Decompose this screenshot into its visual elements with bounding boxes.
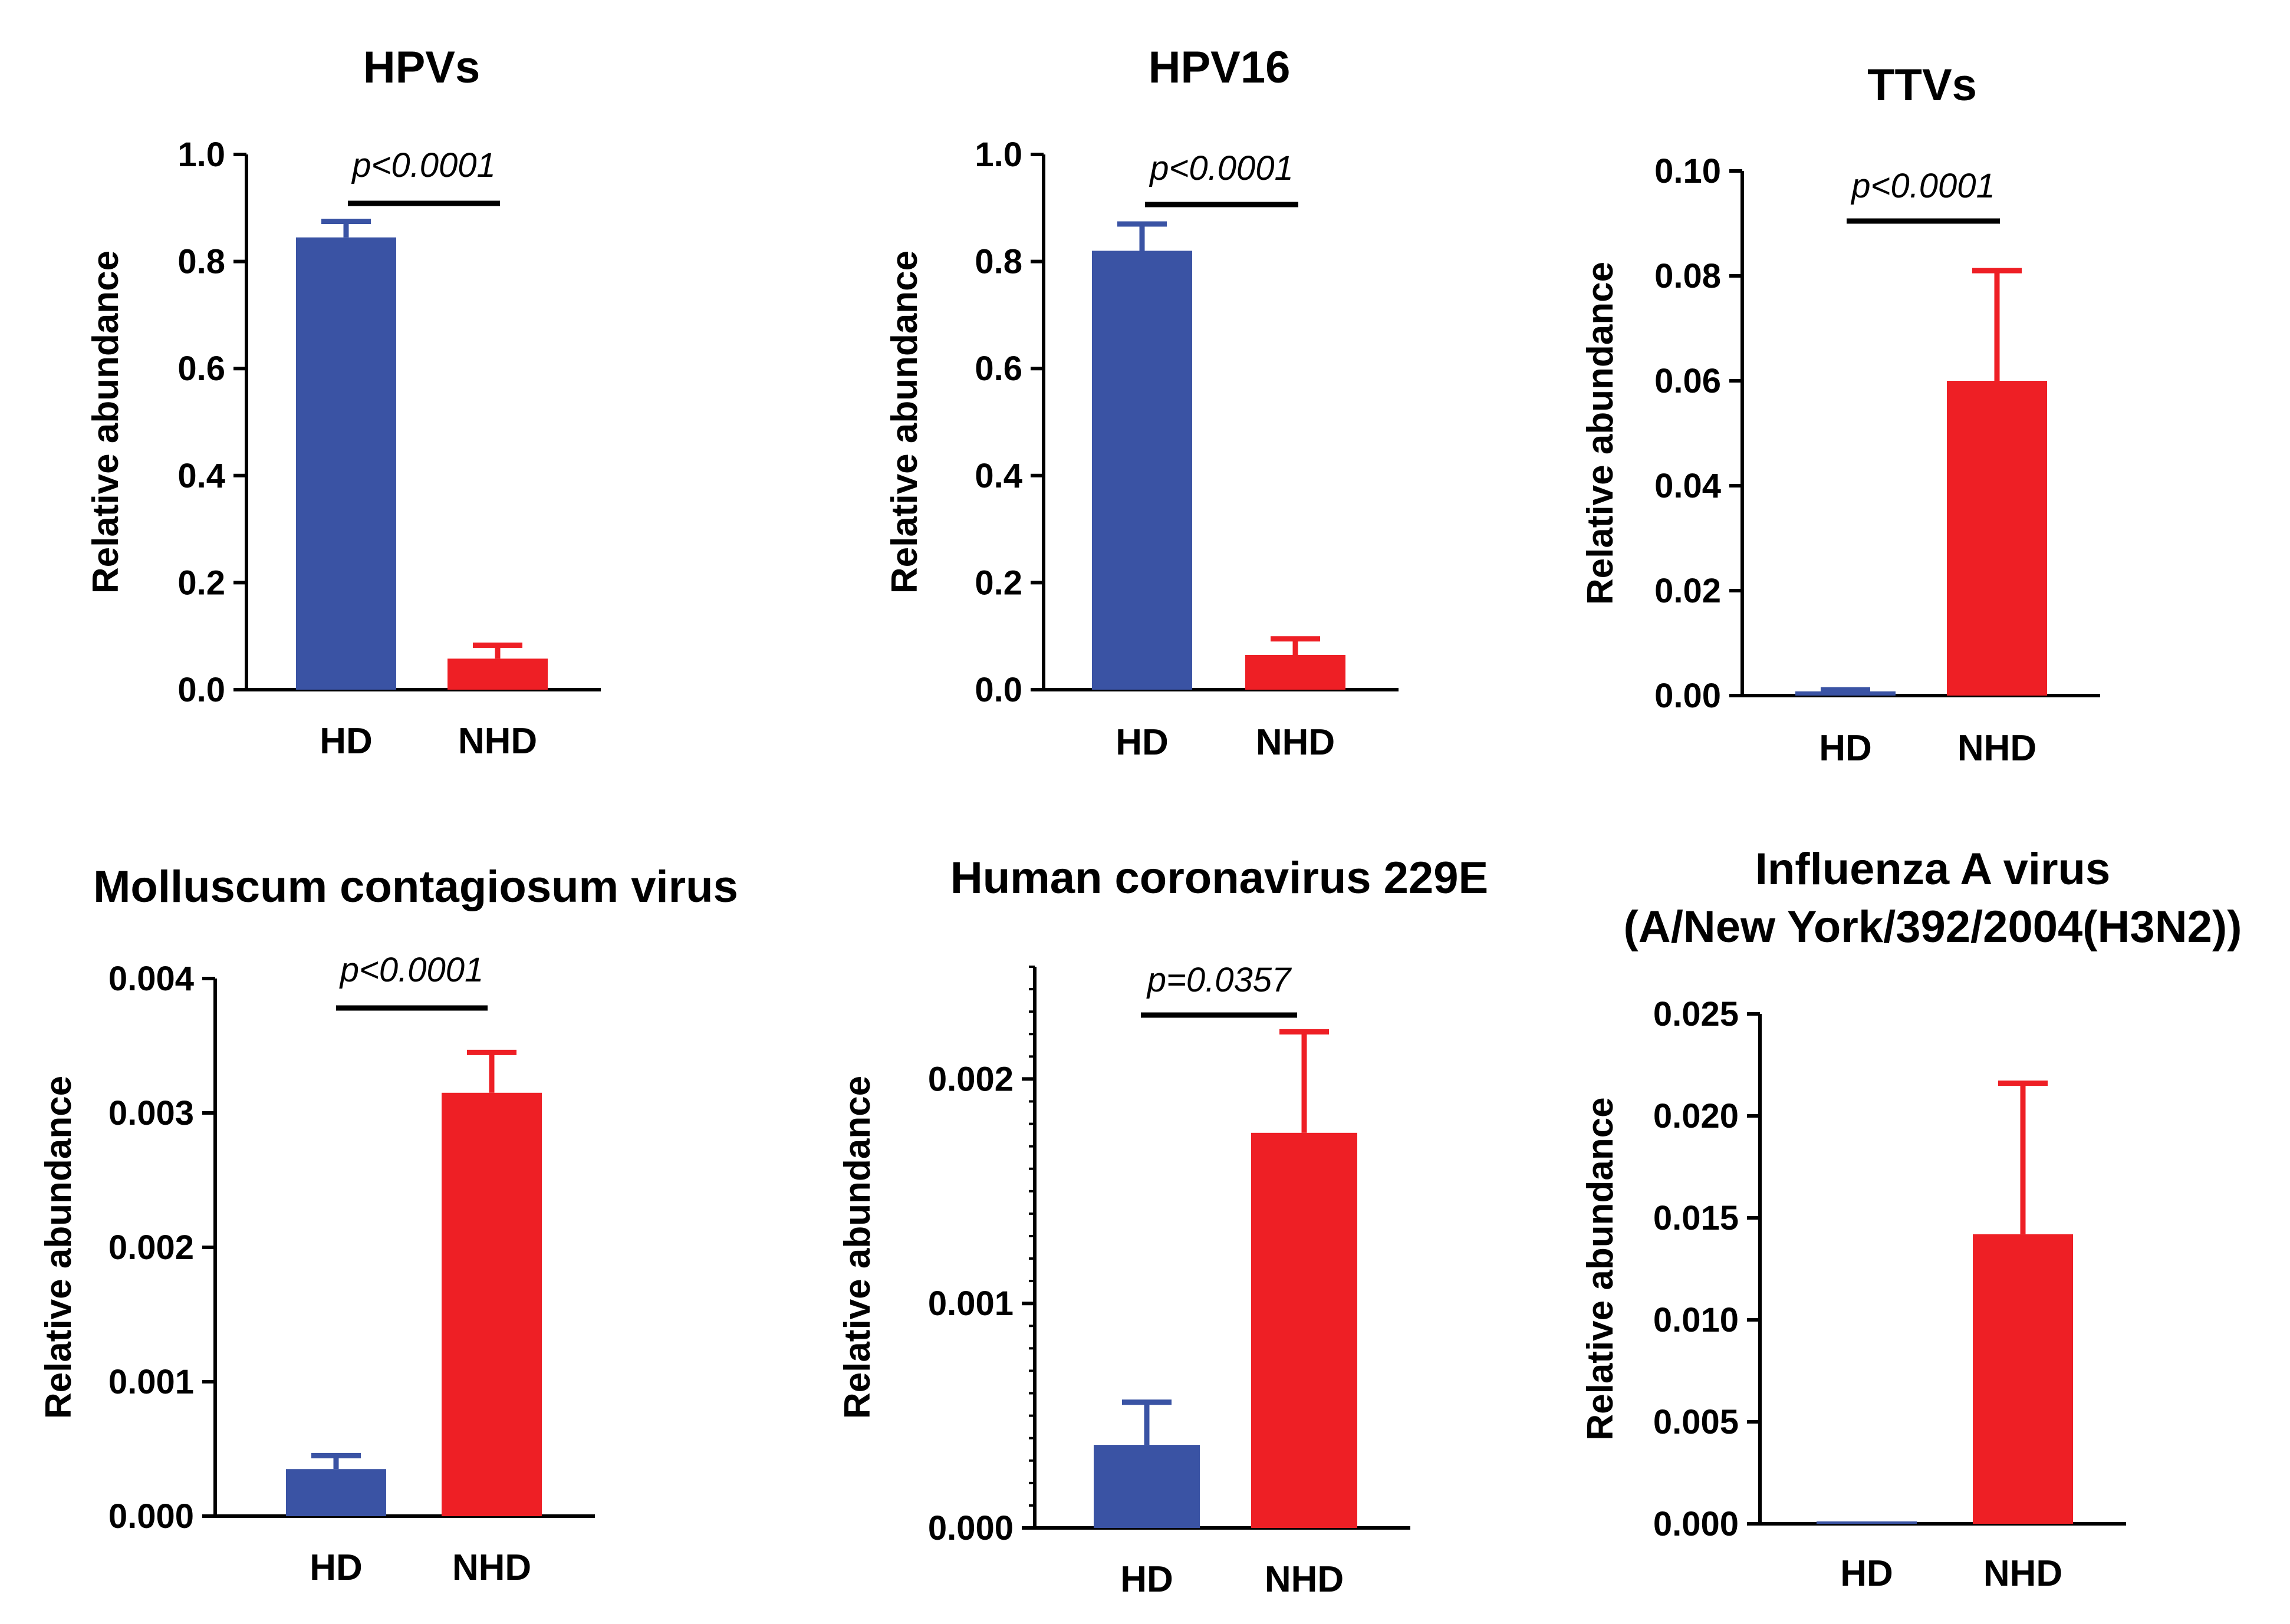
x-category-label: HD: [1840, 1553, 1893, 1594]
y-tick-label: 0.8: [975, 243, 1022, 281]
chart-panel-2: HPV16 Relative abundance 0.0 0.2 0.4 0.6 0.8 1.…: [884, 42, 1399, 763]
chart-panel-5: Human coronavirus 229E Relative abundance…: [837, 853, 1488, 1600]
bar-nhd: [442, 1092, 542, 1516]
p-value-label: p=0.0357: [1146, 961, 1292, 999]
y-tick-label: 0.08: [1654, 257, 1721, 295]
y-axis-label: Relative abundance: [1580, 262, 1621, 605]
x-category-label: NHD: [1983, 1553, 2062, 1594]
y-tick-label: 0.00: [1654, 677, 1721, 715]
bar-hd: [1092, 251, 1192, 690]
y-axis-label: Relative abundance: [1580, 1097, 1621, 1440]
y-tick-label: 0.10: [1654, 152, 1721, 190]
y-tick-label: 0.025: [1653, 995, 1739, 1033]
y-tick-label: 0.0: [177, 671, 225, 709]
y-tick-label: 0.4: [975, 457, 1022, 495]
x-category-label: NHD: [1265, 1559, 1344, 1600]
y-tick-label: 0.020: [1653, 1097, 1739, 1135]
bar-nhd: [1947, 381, 2047, 696]
chart-title: HPV16: [1149, 42, 1291, 93]
x-category-label: HD: [1116, 722, 1169, 763]
p-value-label: p<0.0001: [1850, 167, 1995, 205]
y-tick-label: 0.010: [1653, 1301, 1739, 1339]
bar-hd: [286, 1469, 386, 1516]
y-tick-label: 0.6: [177, 350, 225, 388]
y-tick-label: 0.4: [177, 457, 225, 495]
chart-panel-1: HPVs Relative abundance 0.0 0.2 0.4 0.6 0.8 1.0…: [85, 42, 601, 762]
bar-nhd: [1251, 1132, 1357, 1528]
chart-panel-4: Molluscum contagiosum virus Relative abun…: [38, 862, 738, 1588]
y-axis-label: Relative abundance: [884, 251, 925, 594]
y-tick-label: 0.04: [1654, 467, 1721, 505]
x-category-label: NHD: [452, 1547, 531, 1588]
y-tick-label: 0.002: [108, 1228, 194, 1267]
p-value-label: p<0.0001: [339, 951, 484, 989]
bar-nhd: [448, 658, 548, 690]
chart-title: HPVs: [363, 42, 481, 93]
y-tick-label: 0.000: [1653, 1505, 1739, 1543]
bar-nhd: [1245, 654, 1345, 690]
y-tick-label: 1.0: [975, 136, 1022, 174]
y-tick-label: 0.004: [108, 960, 194, 998]
y-tick-label: 0.015: [1653, 1199, 1739, 1237]
y-tick-label: 0.000: [928, 1509, 1014, 1547]
x-category-label: NHD: [458, 721, 537, 762]
y-tick-label: 0.02: [1654, 572, 1721, 610]
chart-panel-3: TTVs Relative abundance 0.00 0.02 0.04 0.06 0.…: [1580, 60, 2100, 769]
x-category-label: HD: [1819, 728, 1872, 769]
x-category-label: HD: [310, 1547, 363, 1588]
y-tick-label: 1.0: [177, 136, 225, 174]
x-category-label: HD: [320, 721, 373, 762]
y-tick-label: 0.0: [975, 671, 1022, 709]
y-axis-label: Relative abundance: [85, 251, 126, 594]
bar-nhd: [1973, 1234, 2073, 1524]
y-tick-label: 0.06: [1654, 362, 1721, 400]
chart-title: Influenza A virus: [1755, 844, 2110, 894]
y-tick-label: 0.2: [975, 564, 1022, 602]
y-tick-label: 0.005: [1653, 1403, 1739, 1441]
bar-hd: [1817, 1521, 1917, 1524]
x-category-label: NHD: [1957, 728, 2036, 769]
y-tick-label: 0.8: [177, 243, 225, 281]
y-tick-label: 0.001: [928, 1284, 1014, 1323]
x-category-label: HD: [1120, 1559, 1173, 1600]
chart-panel-6: Influenza A virus (A/New York/392/2004(H3…: [1580, 844, 2242, 1594]
y-tick-label: 0.003: [108, 1094, 194, 1132]
y-tick-label: 0.000: [108, 1497, 194, 1536]
y-tick-label: 0.6: [975, 350, 1022, 388]
chart-title: Molluscum contagiosum virus: [93, 862, 738, 912]
y-tick-label: 0.002: [928, 1060, 1014, 1098]
y-tick-label: 0.001: [108, 1363, 194, 1401]
chart-title: Human coronavirus 229E: [950, 853, 1488, 903]
bar-hd: [296, 237, 396, 690]
p-value-label: p<0.0001: [1149, 149, 1294, 187]
x-category-label: NHD: [1256, 722, 1335, 763]
bar-hd: [1094, 1445, 1200, 1528]
y-axis-label: Relative abundance: [837, 1076, 878, 1419]
y-tick-label: 0.2: [177, 564, 225, 602]
y-axis-label: Relative abundance: [38, 1076, 79, 1419]
chart-title: TTVs: [1867, 60, 1977, 110]
chart-title-line2: (A/New York/392/2004(H3N2)): [1624, 902, 2242, 952]
p-value-label: p<0.0001: [351, 146, 496, 185]
bar-hd: [1795, 691, 1896, 696]
